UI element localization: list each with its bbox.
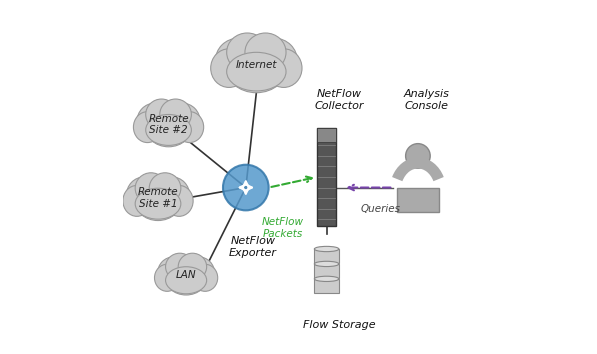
Ellipse shape bbox=[164, 256, 208, 295]
Text: Internet: Internet bbox=[236, 59, 277, 70]
Ellipse shape bbox=[266, 49, 302, 87]
Ellipse shape bbox=[165, 103, 200, 140]
FancyBboxPatch shape bbox=[397, 188, 439, 212]
Ellipse shape bbox=[183, 257, 214, 289]
Ellipse shape bbox=[144, 102, 193, 147]
Text: NetFlow
Collector: NetFlow Collector bbox=[314, 89, 364, 110]
Ellipse shape bbox=[314, 246, 339, 252]
Ellipse shape bbox=[123, 185, 151, 216]
Ellipse shape bbox=[127, 177, 162, 213]
Ellipse shape bbox=[192, 264, 218, 291]
Ellipse shape bbox=[137, 103, 172, 140]
Ellipse shape bbox=[245, 33, 286, 72]
Ellipse shape bbox=[146, 114, 192, 145]
Ellipse shape bbox=[314, 261, 339, 267]
FancyBboxPatch shape bbox=[317, 128, 336, 142]
Ellipse shape bbox=[133, 112, 162, 143]
FancyBboxPatch shape bbox=[314, 249, 339, 263]
FancyBboxPatch shape bbox=[317, 128, 336, 226]
Ellipse shape bbox=[252, 38, 297, 84]
Text: Flow Storage: Flow Storage bbox=[303, 320, 375, 330]
Ellipse shape bbox=[224, 36, 288, 93]
Ellipse shape bbox=[176, 112, 204, 143]
Ellipse shape bbox=[165, 185, 193, 216]
Text: Queries: Queries bbox=[361, 204, 401, 213]
Ellipse shape bbox=[160, 99, 192, 130]
Ellipse shape bbox=[155, 264, 180, 291]
Ellipse shape bbox=[314, 276, 339, 281]
Ellipse shape bbox=[149, 173, 181, 204]
Text: Remote
Site #1: Remote Site #1 bbox=[138, 187, 179, 209]
Text: LAN: LAN bbox=[176, 270, 196, 280]
Circle shape bbox=[405, 144, 430, 168]
FancyBboxPatch shape bbox=[314, 264, 339, 278]
Ellipse shape bbox=[227, 33, 268, 72]
Ellipse shape bbox=[158, 257, 189, 289]
Ellipse shape bbox=[211, 49, 247, 87]
Ellipse shape bbox=[155, 177, 190, 213]
FancyBboxPatch shape bbox=[314, 279, 339, 293]
Ellipse shape bbox=[165, 253, 194, 280]
Text: Remote
Site #2: Remote Site #2 bbox=[148, 114, 189, 135]
Ellipse shape bbox=[216, 38, 261, 84]
Text: NetFlow
Exporter: NetFlow Exporter bbox=[229, 236, 277, 258]
Ellipse shape bbox=[165, 267, 207, 294]
Text: NetFlow
Packets: NetFlow Packets bbox=[261, 217, 304, 239]
Ellipse shape bbox=[179, 253, 207, 280]
Ellipse shape bbox=[223, 165, 269, 210]
Ellipse shape bbox=[227, 52, 286, 91]
Ellipse shape bbox=[133, 176, 183, 221]
Ellipse shape bbox=[146, 99, 177, 130]
Ellipse shape bbox=[135, 188, 181, 219]
Ellipse shape bbox=[135, 173, 167, 204]
Text: Analysis
Console: Analysis Console bbox=[404, 89, 450, 110]
